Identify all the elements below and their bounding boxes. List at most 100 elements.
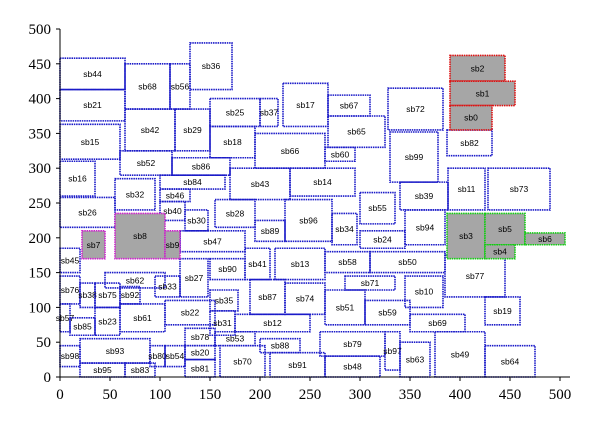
box-label-sb44: sb44 [83, 69, 102, 79]
box-label-sb97: sb97 [383, 346, 402, 356]
box-label-sb81: sb81 [191, 363, 210, 373]
box-label-sb31: sb31 [213, 318, 232, 328]
box-label-sb0: sb0 [464, 113, 478, 123]
box-label-sb94: sb94 [416, 222, 435, 232]
box-rect-sb63 [399, 341, 431, 378]
box-sb30: sb30 [184, 209, 209, 232]
box-label-sb34: sb34 [335, 224, 354, 234]
box-sb68: sb68 [124, 62, 171, 110]
box-sb1: sb1 [449, 80, 516, 107]
box-sb74: sb74 [284, 282, 326, 316]
box-label-sb77: sb77 [466, 271, 485, 281]
box-sb49: sb49 [434, 330, 486, 378]
box-label-sb95: sb95 [93, 365, 112, 375]
box-sb5: sb5 [484, 212, 526, 246]
box-sb33: sb33 [154, 275, 181, 298]
box-sb67: sb67 [327, 94, 371, 117]
box-rect-sb82 [446, 129, 493, 157]
box-label-sb84: sb84 [183, 177, 202, 187]
box-label-sb15: sb15 [81, 137, 100, 147]
box-sb47: sb47 [179, 230, 246, 253]
box-rect-sb15 [59, 123, 121, 160]
box-sb6: sb6 [524, 232, 566, 246]
box-sb23: sb23 [94, 306, 121, 337]
box-label-sb53: sb53 [226, 334, 245, 344]
x-tick-label: 500 [549, 387, 572, 403]
box-label-sb27: sb27 [185, 273, 204, 283]
box-rect-sb0 [449, 104, 493, 131]
box-rect-sb13 [274, 247, 326, 281]
box-label-sb43: sb43 [251, 179, 270, 189]
box-sb2: sb2 [449, 54, 506, 82]
box-label-sb37: sb37 [260, 108, 279, 118]
box-rect-sb32 [114, 177, 156, 211]
box-label-sb99: sb99 [405, 152, 424, 162]
box-sb90: sb90 [209, 257, 246, 281]
box-label-sb4: sb4 [493, 247, 507, 257]
box-sb87: sb87 [249, 278, 286, 316]
box-sb9: sb9 [164, 230, 181, 260]
box-label-sb29: sb29 [183, 125, 202, 135]
box-sb51: sb51 [324, 289, 366, 326]
x-tick-label: 200 [249, 387, 272, 403]
box-rect-sb94 [404, 209, 446, 246]
box-rect-sb25 [209, 97, 261, 128]
box-rect-sb68 [124, 62, 171, 110]
box-label-sb86: sb86 [192, 161, 211, 171]
box-rect-sb65 [327, 115, 386, 149]
box-label-sb75: sb75 [98, 290, 117, 300]
y-tick-label: 0 [44, 370, 52, 386]
box-rect-sb6 [524, 232, 566, 246]
box-label-sb22: sb22 [181, 308, 200, 318]
box-rect-sb62 [104, 271, 166, 289]
box-label-sb89: sb89 [261, 226, 280, 236]
box-sb95: sb95 [79, 362, 126, 378]
box-label-sb93: sb93 [106, 346, 125, 356]
box-sb59: sb59 [364, 299, 411, 326]
box-label-sb91: sb91 [288, 360, 307, 370]
box-rect-sb7 [81, 230, 106, 260]
y-tick-label: 400 [29, 92, 52, 108]
box-label-sb40: sb40 [163, 206, 182, 216]
box-sb10: sb10 [404, 275, 444, 309]
box-sb97: sb97 [383, 330, 402, 371]
box-rect-sb70 [219, 344, 266, 378]
box-rect-sb19 [484, 296, 521, 326]
x-tick-label: 0 [56, 387, 64, 403]
box-sb56: sb56 [169, 62, 191, 110]
box-label-sb61: sb61 [133, 313, 152, 323]
box-sb85: sb85 [69, 317, 96, 337]
box-label-sb21: sb21 [83, 100, 102, 110]
box-sb79: sb79 [319, 330, 386, 357]
box-rect-sb71 [344, 275, 396, 291]
box-sb73: sb73 [487, 167, 551, 211]
box-label-sb82: sb82 [460, 138, 479, 148]
box-sb39: sb39 [399, 181, 449, 211]
box-rect-sb51 [324, 289, 366, 326]
box-label-sb38: sb38 [78, 290, 97, 300]
x-tick-label: 400 [449, 387, 472, 403]
box-sb64: sb64 [484, 344, 536, 378]
box-rect-sb41 [244, 247, 271, 281]
box-sb20: sb20 [184, 344, 216, 361]
box-label-sb2: sb2 [471, 63, 485, 73]
box-rect-sb54 [164, 344, 186, 368]
x-tick-label: 150 [199, 387, 222, 403]
box-sb86: sb86 [171, 156, 231, 176]
box-rect-sb4 [484, 243, 516, 260]
box-sb50: sb50 [369, 250, 446, 274]
box-label-sb72: sb72 [406, 104, 425, 114]
x-tick-label: 450 [499, 387, 522, 403]
box-rect-sb5 [484, 212, 526, 246]
box-sb0: sb0 [449, 104, 493, 131]
box-label-sb23: sb23 [98, 316, 117, 326]
box-label-sb39: sb39 [415, 191, 434, 201]
box-rect-sb66 [254, 132, 326, 169]
box-label-sb49: sb49 [451, 349, 470, 359]
box-sb21: sb21 [59, 88, 126, 122]
box-label-sb71: sb71 [361, 278, 380, 288]
x-tick-label: 350 [399, 387, 422, 403]
box-sb84: sb84 [159, 174, 226, 190]
box-sb62: sb62 [104, 271, 166, 289]
box-label-sb62: sb62 [126, 275, 145, 285]
